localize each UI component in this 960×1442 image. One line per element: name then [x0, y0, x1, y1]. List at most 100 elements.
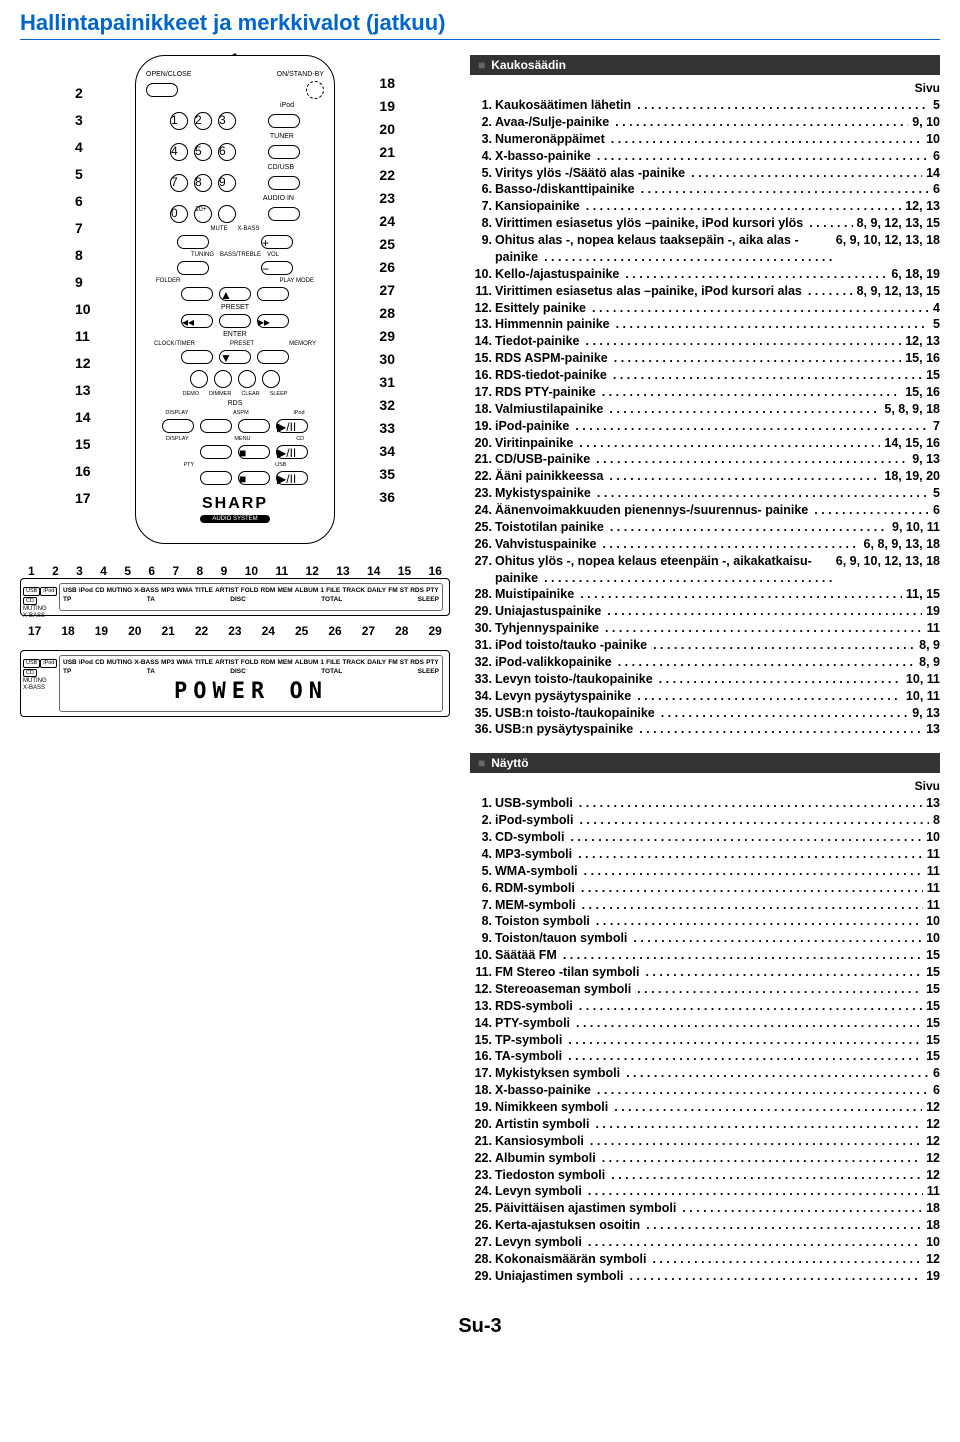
row-page: 13 — [922, 795, 940, 812]
standby-btn[interactable] — [306, 81, 324, 99]
row-page: 11 — [923, 897, 940, 914]
cd-stop[interactable]: ■ — [238, 445, 270, 459]
row-desc: Kansiosymboli — [495, 1133, 922, 1150]
display2-btn[interactable] — [200, 445, 232, 459]
disp-label: PTY — [426, 659, 439, 666]
row-desc: PTY-symboli — [495, 1015, 922, 1032]
pty-btn[interactable] — [200, 471, 232, 485]
mute-btn[interactable] — [218, 205, 236, 223]
disp-label: WMA — [177, 587, 193, 594]
row-desc: Toiston/tauon symboli — [495, 930, 922, 947]
callout-left: 3 — [75, 112, 83, 128]
disp-label: TP — [63, 596, 71, 603]
num-5[interactable]: 5 — [194, 143, 212, 161]
page-footer: Su-3 — [20, 1315, 940, 1338]
row-num: 3. — [470, 131, 492, 148]
list-row: 29.Uniajastimen symboli19 — [470, 1268, 940, 1285]
playmode-btn[interactable] — [257, 287, 289, 301]
dimmer-btn[interactable] — [214, 370, 232, 388]
cdusb-btn[interactable] — [268, 176, 300, 190]
num-9[interactable]: 9 — [218, 174, 236, 192]
ipod-btn[interactable] — [268, 114, 300, 128]
list-row: 4.MP3-symboli11 — [470, 846, 940, 863]
open-close-btn[interactable] — [146, 83, 178, 97]
clock-btn[interactable] — [181, 350, 213, 364]
list-row: 17.RDS PTY-painike15, 16 — [470, 384, 940, 401]
disp-label: MP3 — [161, 659, 174, 666]
num-0[interactable]: 0 — [170, 205, 188, 223]
folder-btn[interactable] — [181, 287, 213, 301]
disp-callout: 26 — [328, 624, 341, 638]
audioin-btn[interactable] — [268, 207, 300, 221]
row-page: 15 — [922, 367, 940, 384]
row-desc: X-basso-painike — [495, 148, 929, 165]
disp-label: MEM — [277, 587, 292, 594]
usb-stop[interactable]: ■ — [238, 471, 270, 485]
cd-play[interactable]: ▶/II — [276, 445, 308, 459]
row-num: 11. — [470, 964, 492, 981]
demo-btn[interactable] — [190, 370, 208, 388]
clear-btn[interactable] — [238, 370, 256, 388]
list-row: 1.Kaukosäätimen lähetin5 — [470, 97, 940, 114]
row-desc: USB:n pysäytyspainike — [495, 721, 922, 738]
row-page: 12 — [922, 1167, 940, 1184]
preset-up[interactable]: ▲ — [219, 287, 251, 301]
disp-label: MUTING — [107, 587, 133, 594]
ipod-play[interactable]: ▶/II — [276, 419, 308, 433]
list-row: 1.USB-symboli13 — [470, 795, 940, 812]
tuning-down[interactable] — [177, 261, 209, 275]
num-2[interactable]: 2 — [194, 112, 212, 130]
disp-label: TRACK — [342, 659, 365, 666]
num-4[interactable]: 4 — [170, 143, 188, 161]
disp-label: RDM — [261, 587, 276, 594]
row-num: 15. — [470, 350, 492, 367]
callout-right: 29 — [379, 328, 395, 344]
skip-back[interactable]: ◂◂ — [181, 314, 213, 328]
row-page: 12 — [922, 1099, 940, 1116]
vol-up[interactable]: + — [261, 235, 293, 249]
num-10plus[interactable]: 10+ — [194, 205, 212, 223]
preset-down[interactable]: ▼ — [219, 350, 251, 364]
sleep-btn[interactable] — [262, 370, 280, 388]
disp-callout: 4 — [100, 564, 107, 578]
row-num: 8. — [470, 913, 492, 930]
disp-label: TITLE — [195, 659, 213, 666]
disp-callout: 7 — [172, 564, 179, 578]
row-desc: Virittimen esiasetus ylös –painike, iPod… — [495, 215, 853, 232]
enter-btn[interactable] — [219, 314, 251, 328]
vol-down[interactable]: − — [261, 261, 293, 275]
row-num: 10. — [470, 947, 492, 964]
callout-left: 16 — [75, 463, 91, 479]
memory-btn[interactable] — [257, 350, 289, 364]
row-page: 18 — [922, 1200, 940, 1217]
tuning-up[interactable] — [177, 235, 209, 249]
num-1[interactable]: 1 — [170, 112, 188, 130]
row-desc: Kerta-ajastuksen osoitin — [495, 1217, 922, 1234]
row-page: 12 — [922, 1116, 940, 1133]
row-page: 11 — [923, 846, 940, 863]
aspm-btn[interactable] — [200, 419, 232, 433]
muting-label: MUTING — [23, 606, 47, 612]
usb-play[interactable]: ▶/II — [276, 471, 308, 485]
num-7[interactable]: 7 — [170, 174, 188, 192]
tuner-btn[interactable] — [268, 145, 300, 159]
num-6[interactable]: 6 — [218, 143, 236, 161]
num-3[interactable]: 3 — [218, 112, 236, 130]
row-page: 8 — [929, 812, 940, 829]
skip-fwd[interactable]: ▸▸ — [257, 314, 289, 328]
row-page: 8, 9 — [915, 654, 940, 671]
display-btn[interactable] — [162, 419, 194, 433]
row-desc: RDS-symboli — [495, 998, 922, 1015]
row-page: 10 — [922, 1234, 940, 1251]
row-desc: MEM-symboli — [495, 897, 923, 914]
list-row: 25.Päivittäisen ajastimen symboli18 — [470, 1200, 940, 1217]
disp-label: 1 — [320, 587, 324, 594]
ipod-tag: iPod — [40, 587, 57, 596]
num-8[interactable]: 8 — [194, 174, 212, 192]
menu-btn[interactable] — [238, 419, 270, 433]
row-desc: FM Stereo -tilan symboli — [495, 964, 922, 981]
row-desc: TA-symboli — [495, 1048, 922, 1065]
row-page: 6 — [929, 1065, 940, 1082]
row-page: 6 — [929, 148, 940, 165]
row-page: 9, 10, 11 — [888, 519, 940, 536]
